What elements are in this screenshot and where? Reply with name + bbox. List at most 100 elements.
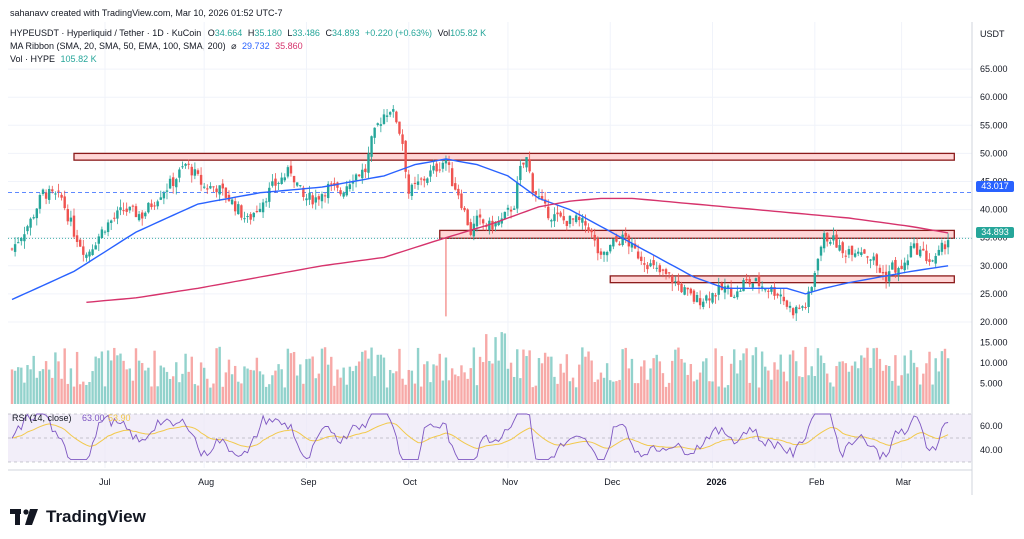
candle-body (630, 243, 634, 248)
candle-body (764, 289, 767, 291)
volume-bar (925, 363, 928, 404)
volume-bar (946, 358, 950, 404)
volume-bar (888, 365, 891, 404)
volume-bar (857, 368, 860, 404)
volume-bar (153, 350, 156, 404)
volume-bar (320, 348, 324, 404)
candle-body (553, 214, 556, 222)
open-value: 34.664 (214, 28, 243, 38)
volume-bar (494, 337, 497, 404)
volume-bar (150, 386, 153, 404)
volume-bar (314, 378, 317, 404)
volume-bar (584, 356, 587, 404)
close-value: 34.893 (331, 28, 360, 38)
volume-bar (519, 378, 522, 404)
moving-averages (11, 158, 949, 303)
volume-bar (574, 387, 578, 404)
volume-bar (596, 379, 600, 404)
volume-bar (348, 366, 352, 404)
ma-blue-line (11, 158, 949, 301)
volume-bar (215, 348, 218, 404)
candle-body (664, 269, 668, 274)
candle-body (785, 300, 789, 307)
candle-body (568, 215, 572, 224)
candle-body (336, 182, 339, 188)
candle-body (100, 229, 104, 238)
volume-bar (723, 387, 727, 404)
volume-bar (246, 368, 249, 404)
candle-body (919, 249, 922, 257)
volume-bar (748, 382, 751, 404)
candle-body (410, 184, 414, 196)
volume-bar (75, 351, 79, 404)
volume-bar (785, 381, 789, 404)
volume-bar (565, 354, 569, 404)
candle-body (640, 256, 643, 262)
volume-bar (435, 365, 438, 404)
volume-bar (884, 365, 888, 404)
candle-body (903, 262, 906, 271)
candle-body (481, 219, 485, 224)
candle-body (175, 179, 178, 188)
candle-body (692, 290, 696, 302)
high-value: 35.180 (254, 28, 282, 38)
candle-body (367, 153, 370, 173)
candle-body (695, 295, 699, 303)
low-label: L (287, 28, 293, 38)
price-tick-label: 15.000 (980, 338, 1008, 348)
candle-body (419, 178, 423, 180)
price-tick-label: 5.000 (980, 379, 1003, 389)
volume-bar (94, 356, 97, 404)
volume-bar (547, 356, 550, 404)
candle-body (69, 217, 73, 222)
volume-bar (531, 387, 534, 404)
candle-body (751, 283, 755, 288)
volume-bar (832, 386, 835, 404)
volume-bar (122, 360, 125, 404)
rsi-label: RSI (14, close) (12, 413, 72, 423)
volume-bar (178, 382, 181, 404)
time-tick-label: Dec (604, 477, 621, 487)
volume-bar (537, 358, 541, 404)
candle-body (915, 243, 919, 255)
candle-body (646, 264, 649, 270)
volume-bar (649, 368, 652, 404)
volume-bar (754, 347, 758, 404)
volume-bar (928, 351, 931, 404)
volume-bar (38, 371, 42, 404)
candle-body (144, 212, 147, 217)
candle-body (757, 275, 761, 287)
candle-body (292, 175, 296, 183)
candle-body (909, 246, 913, 258)
candle-body (655, 267, 658, 269)
candle-body (618, 243, 621, 246)
volume-legend[interactable]: Vol · HYPE 105.82 K (10, 54, 97, 64)
candle-body (106, 222, 110, 233)
volume-bar (838, 361, 841, 404)
volume-bar (51, 377, 54, 404)
volume-bar (633, 383, 637, 404)
time-tick-label: Mar (896, 477, 912, 487)
candle-body (615, 235, 618, 242)
volume-bar (392, 373, 395, 404)
ma-legend[interactable]: MA Ribbon (SMA, 20, SMA, 50, EMA, 100, S… (10, 41, 303, 52)
candle-body (841, 242, 844, 254)
volume-bar (621, 349, 624, 404)
rsi-pane[interactable] (8, 413, 972, 463)
price-tick-label: 60.000 (980, 92, 1008, 102)
candle-body (869, 259, 872, 261)
candle-body (881, 272, 885, 274)
tradingview-logo[interactable]: TradingView (10, 507, 146, 527)
open-label: O (207, 28, 215, 38)
volume-bar (671, 360, 674, 404)
volume-bar (286, 348, 290, 404)
volume-bar (85, 384, 88, 404)
volume-bar (413, 383, 417, 404)
rsi-tick-label: 60.00 (980, 421, 1003, 431)
candle-body (388, 112, 392, 115)
volume-bar (798, 376, 801, 404)
candle-body (323, 195, 327, 197)
candle-body (450, 168, 454, 187)
candle-body (447, 162, 451, 165)
